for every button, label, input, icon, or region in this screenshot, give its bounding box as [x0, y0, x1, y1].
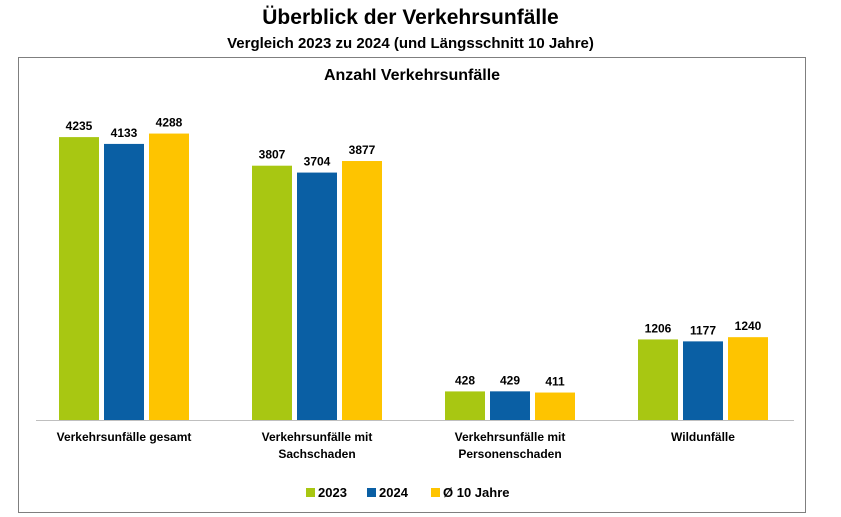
category-label-3-line-1: Verkehrsunfälle mit [455, 430, 566, 444]
legend-label-2023: 2023 [318, 485, 347, 500]
data-label-2024-4: 1177 [690, 323, 716, 337]
bar-avg-10-jahre-1 [149, 133, 189, 421]
category-label-2-line-2: Sachschaden [278, 447, 355, 461]
bar-2023-4 [638, 339, 678, 420]
category-label-1: Verkehrsunfälle gesamt [57, 430, 192, 444]
data-label-avg-10-jahre-1: 4288 [156, 116, 183, 130]
legend-label-avg-10-jahre: Ø 10 Jahre [443, 485, 510, 500]
bar-2024-2 [297, 172, 337, 420]
page-subtitle: Vergleich 2023 zu 2024 (und Längsschnitt… [227, 35, 594, 52]
data-label-avg-10-jahre-2: 3877 [349, 143, 376, 157]
bar-2023-3 [445, 391, 485, 420]
legend-swatch-2024 [367, 488, 376, 497]
data-label-avg-10-jahre-4: 1240 [735, 319, 762, 333]
data-label-avg-10-jahre-3: 411 [545, 375, 565, 389]
legend-swatch-2023 [306, 488, 315, 497]
bar-avg-10-jahre-2 [342, 161, 382, 420]
data-label-2023-4: 1206 [645, 321, 672, 335]
category-label-4: Wildunfälle [671, 430, 735, 444]
bar-2024-1 [104, 143, 144, 421]
bar-2023-2 [252, 165, 292, 420]
legend-swatch-avg-10-jahre [431, 488, 440, 497]
data-label-2024-1: 4133 [111, 126, 138, 140]
bar-avg-10-jahre-3 [535, 392, 575, 420]
bar-2023-1 [59, 137, 99, 421]
data-label-2024-3: 429 [500, 373, 520, 387]
bar-2024-3 [490, 391, 530, 420]
legend-label-2024: 2024 [379, 485, 409, 500]
page-title: Überblick der Verkehrsunfälle [262, 6, 559, 29]
bar-avg-10-jahre-4 [728, 337, 768, 420]
category-label-3-line-2: Personenschaden [458, 447, 561, 461]
category-label-2-line-1: Verkehrsunfälle mit [262, 430, 373, 444]
bar-2024-4 [683, 341, 723, 420]
data-label-2023-2: 3807 [259, 148, 286, 162]
data-label-2023-1: 4235 [66, 119, 93, 133]
chart-title: Anzahl Verkehrsunfälle [324, 67, 500, 84]
data-label-2024-2: 3704 [304, 155, 331, 169]
data-label-2023-3: 428 [455, 373, 475, 387]
